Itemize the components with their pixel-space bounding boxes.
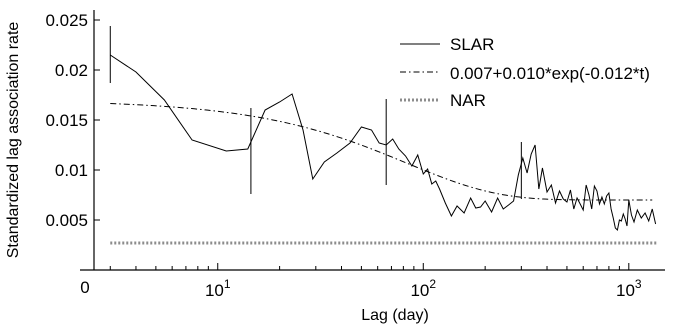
y-tick-label: 0.01	[55, 161, 88, 180]
slar-series-line	[109, 54, 657, 231]
y-tick-label: 0.02	[55, 61, 88, 80]
y-tick-label: 0.015	[45, 111, 88, 130]
legend-nar-label: NAR	[450, 91, 486, 110]
x-tick-label: 102	[410, 277, 436, 300]
legend-slar-label: SLAR	[450, 35, 494, 54]
x-axis-ticks: 101 102 103	[109, 263, 642, 300]
x-axis-title: Lag (day)	[361, 307, 429, 324]
x-tick-label: 103	[616, 277, 642, 300]
legend: SLAR 0.007+0.010*exp(-0.012*t) NAR	[400, 35, 650, 110]
legend-fit-label: 0.007+0.010*exp(-0.012*t)	[450, 64, 650, 83]
fit-curve-line	[110, 103, 653, 201]
y-axis-ticks: 0.005 0.01 0.015 0.02 0.025	[45, 11, 100, 230]
y-tick-label: 0.005	[45, 211, 88, 230]
x-tick-label: 101	[205, 277, 231, 300]
x-origin-label: 0	[80, 278, 89, 297]
slar-error-bars	[109, 26, 522, 199]
y-axis-title: Standardized lag association rate	[5, 22, 22, 259]
y-tick-label: 0.025	[45, 11, 88, 30]
plot-frame	[80, 10, 665, 271]
